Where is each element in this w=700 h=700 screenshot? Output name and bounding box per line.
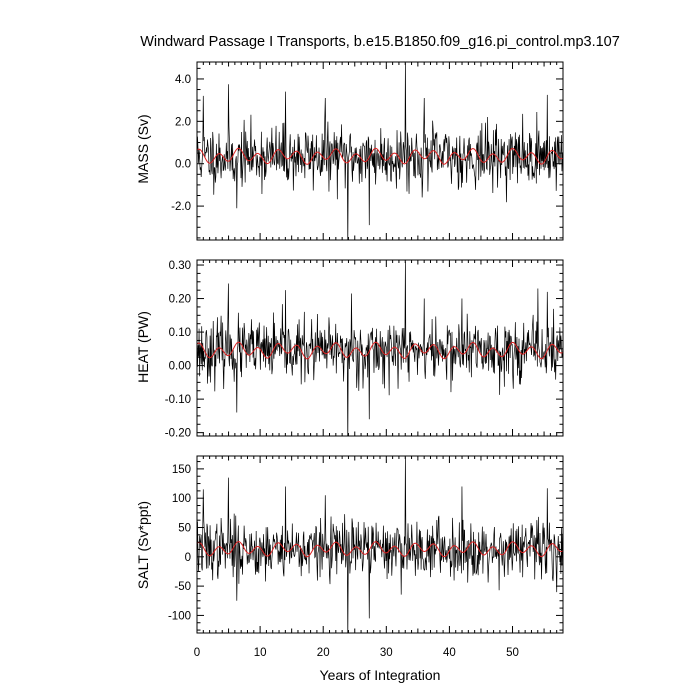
mass-y-tick-label: 2.0 (175, 116, 191, 128)
heat-y-tick-label: -0.10 (165, 394, 191, 406)
chart-title: Windward Passage I Transports, b.e15.B18… (140, 34, 620, 50)
salt-y-tick-label: -50 (174, 581, 191, 593)
x-tick-label: 20 (317, 647, 330, 659)
heat-y-tick-label: 0.20 (169, 294, 191, 306)
mass-y-axis-label: MASS (Sv) (135, 114, 151, 183)
x-tick-label: 40 (443, 647, 456, 659)
salt-y-tick-label: 100 (172, 493, 191, 505)
salt-y-axis-label: SALT (Sv*ppt) (135, 501, 151, 589)
salt-y-tick-label: 50 (178, 523, 191, 535)
mass-transport-panel: 4.0 2.0 0.0 -2.0 (171, 61, 564, 241)
mass-plot-frame (196, 61, 564, 241)
heat-y-tick-label: 0.10 (169, 327, 191, 339)
salt-transport-panel: 150 100 50 0 -50 -100 0 10 20 30 40 50 (168, 455, 564, 659)
x-tick-label: 50 (506, 647, 519, 659)
salt-raw-series-line (197, 457, 563, 633)
salt-y-tick-label: 150 (172, 464, 191, 476)
heat-y-tick-label: 0.30 (169, 260, 191, 272)
salt-y-tick-label: -100 (168, 610, 191, 622)
mass-y-tick-label: 4.0 (175, 74, 191, 86)
heat-y-tick-label: -0.20 (165, 428, 191, 440)
heat-y-tick-label: 0.00 (169, 361, 191, 373)
mass-y-tick-label: -2.0 (171, 201, 191, 213)
heat-y-axis-label: HEAT (PW) (135, 311, 151, 383)
x-tick-label: 10 (254, 647, 267, 659)
heat-transport-panel: 0.30 0.20 0.10 0.00 -0.10 -0.20 (165, 259, 564, 440)
heat-smoothed-series-line (196, 341, 564, 360)
heat-raw-series-line (197, 261, 563, 436)
x-tick-label: 0 (194, 647, 200, 659)
x-tick-label: 30 (380, 647, 393, 659)
salt-smoothed-series-line (196, 541, 564, 558)
x-axis-label: Years of Integration (320, 667, 441, 683)
mass-smoothed-series-line (196, 147, 564, 165)
mass-y-tick-label: 0.0 (175, 159, 191, 171)
mass-raw-series-line (197, 63, 563, 240)
salt-y-tick-label: 0 (185, 552, 191, 564)
